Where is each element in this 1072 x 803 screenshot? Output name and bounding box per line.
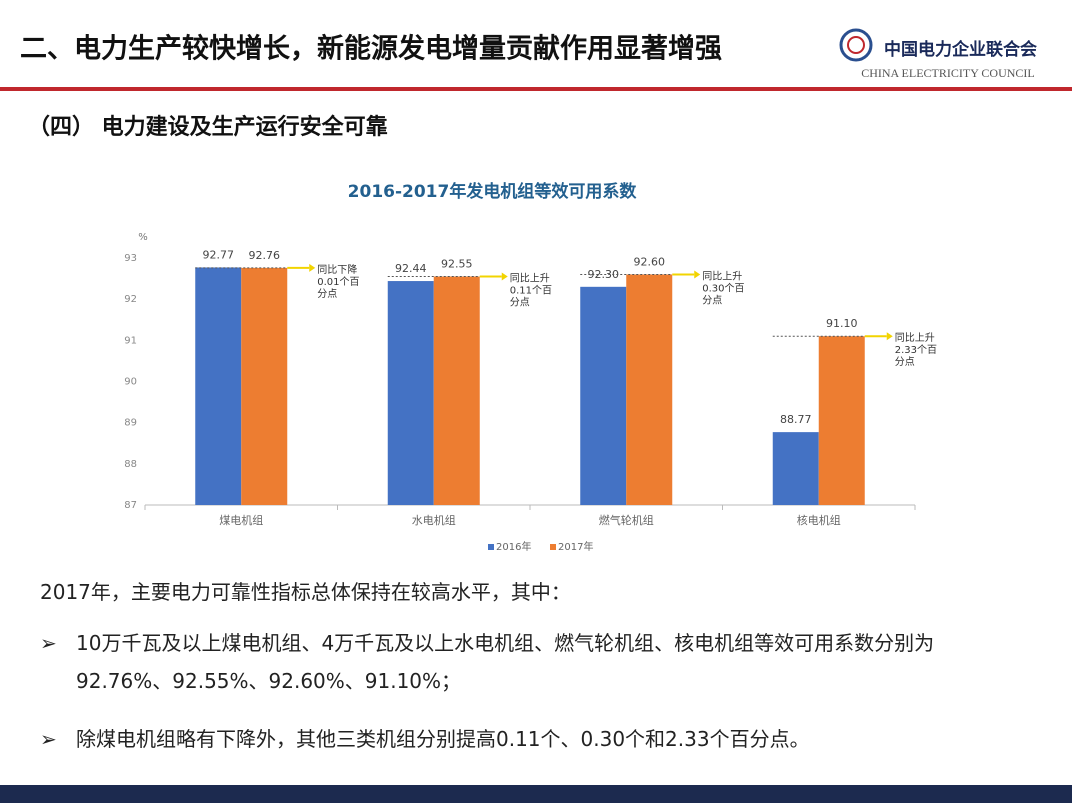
annotation: 分点 (317, 288, 337, 300)
y-tick-label: 90 (124, 377, 137, 388)
y-unit: % (138, 232, 148, 243)
annotation: 2.33个百 (895, 344, 937, 356)
legend-swatch (488, 544, 494, 550)
data-label: 92.44 (395, 262, 427, 275)
arrow-head (501, 272, 508, 281)
arrow-head (309, 263, 316, 272)
annotation: 分点 (510, 297, 530, 309)
header-stripe (0, 87, 1072, 91)
data-label: 91.10 (826, 317, 858, 330)
bar (195, 267, 242, 505)
bar (241, 267, 288, 505)
x-tick-label: 燃气轮机组 (599, 513, 654, 527)
bar (818, 336, 865, 505)
annotation: 同比上升 (895, 332, 935, 344)
annotation: 分点 (895, 356, 915, 368)
y-tick-label: 93 (124, 253, 137, 264)
data-label: 92.55 (441, 258, 473, 271)
data-label: 92.77 (203, 248, 235, 261)
data-label: 92.60 (634, 255, 666, 268)
x-tick-label: 核电机组 (797, 513, 841, 527)
logo (847, 36, 865, 54)
intro-text: 2017年，主要电力可靠性指标总体保持在较高水平，其中： (40, 580, 571, 604)
bar (387, 281, 434, 505)
y-tick-label: 91 (124, 335, 137, 346)
data-label: 92.76 (249, 249, 281, 262)
annotation: 0.11个百 (510, 285, 552, 297)
annotation: 同比上升 (510, 273, 550, 285)
org-name: 中国电力企业联合会 (884, 39, 1037, 60)
bullet-text: 除煤电机组略有下降外，其他三类机组分别提高0.11个、0.30个和2.33个百分… (40, 720, 1016, 758)
annotation: 0.01个百 (317, 276, 359, 288)
annotation: 0.30个百 (702, 282, 744, 294)
bar (580, 286, 627, 505)
section-title: （四） 电力建设及生产运行安全可靠 (28, 114, 388, 140)
arrow-head (694, 270, 701, 279)
y-tick-label: 89 (124, 418, 137, 429)
x-tick-label: 煤电机组 (219, 513, 263, 527)
x-tick-label: 水电机组 (412, 513, 456, 527)
logo (839, 28, 873, 62)
data-label: 92.30 (588, 268, 620, 281)
bar (433, 276, 480, 505)
org-name-en: CHINA ELECTRICITY COUNCIL (861, 66, 1035, 80)
bullet-text: 10万千瓦及以上煤电机组、4万千瓦及以上水电机组、燃气轮机组、核电机组等效可用系… (40, 624, 1016, 700)
data-label: 88.77 (780, 413, 812, 426)
y-tick-label: 88 (124, 459, 137, 470)
slide-title: 二、电力生产较快增长，新能源发电增量贡献作用显著增强 (20, 33, 722, 65)
legend-label: 2017年 (558, 540, 593, 553)
legend-swatch (550, 544, 556, 550)
bar (626, 274, 673, 505)
chart-title: 2016-2017年发电机组等效可用系数 (348, 181, 638, 202)
annotation: 同比上升 (702, 270, 742, 282)
legend-label: 2016年 (496, 540, 531, 553)
bar (772, 432, 819, 505)
footer-bar (0, 785, 1072, 803)
y-tick-label: 92 (124, 294, 137, 305)
arrow-head (886, 332, 893, 341)
y-tick-label: 87 (124, 500, 137, 511)
annotation: 同比下降 (317, 263, 357, 276)
annotation: 分点 (702, 294, 722, 306)
